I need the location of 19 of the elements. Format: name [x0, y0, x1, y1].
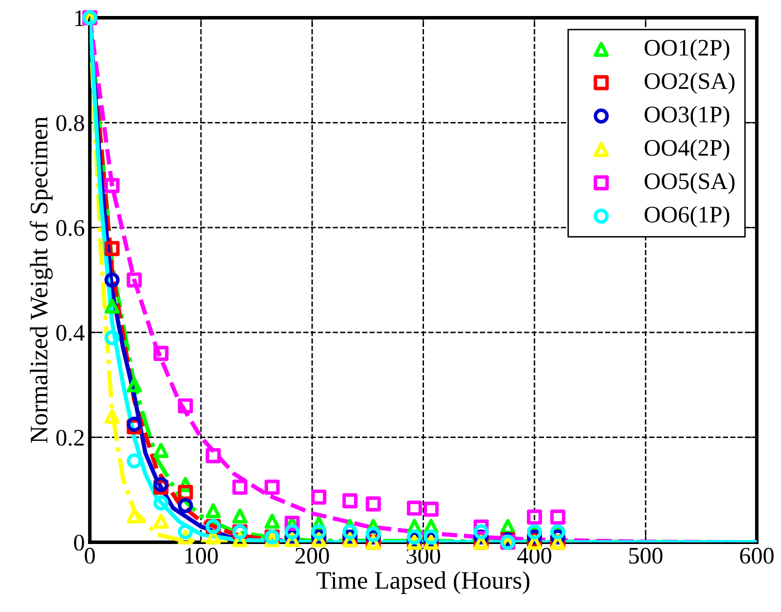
- legend-label: OO4(2P): [644, 139, 730, 161]
- legend-label: OO1(2P): [644, 39, 730, 61]
- x-tick-label: 500: [629, 548, 662, 564]
- x-tick-label: 200: [295, 548, 329, 564]
- y-tick-label: 0.4: [56, 324, 85, 341]
- y-tick-label: 0.6: [56, 220, 84, 236]
- y-tick-label: 0: [74, 534, 84, 551]
- legend-label: OO6(1P): [644, 206, 730, 228]
- x-axis-title: Time Lapsed (Hours): [316, 571, 530, 594]
- x-tick-label: 100: [185, 548, 218, 564]
- y-axis-title: Normalized Weight of Specimen: [30, 116, 53, 443]
- x-tick-label: 600: [740, 548, 774, 564]
- y-tick-label: 0.8: [56, 115, 84, 132]
- legend-label: OO5(SA): [644, 172, 735, 194]
- x-tick-label: 400: [517, 548, 552, 564]
- legend-label: OO2(SA): [644, 72, 735, 94]
- y-tick-label: 0.2: [56, 430, 84, 446]
- legend-label: OO3(1P): [644, 106, 730, 128]
- x-tick-label: 0: [84, 548, 95, 564]
